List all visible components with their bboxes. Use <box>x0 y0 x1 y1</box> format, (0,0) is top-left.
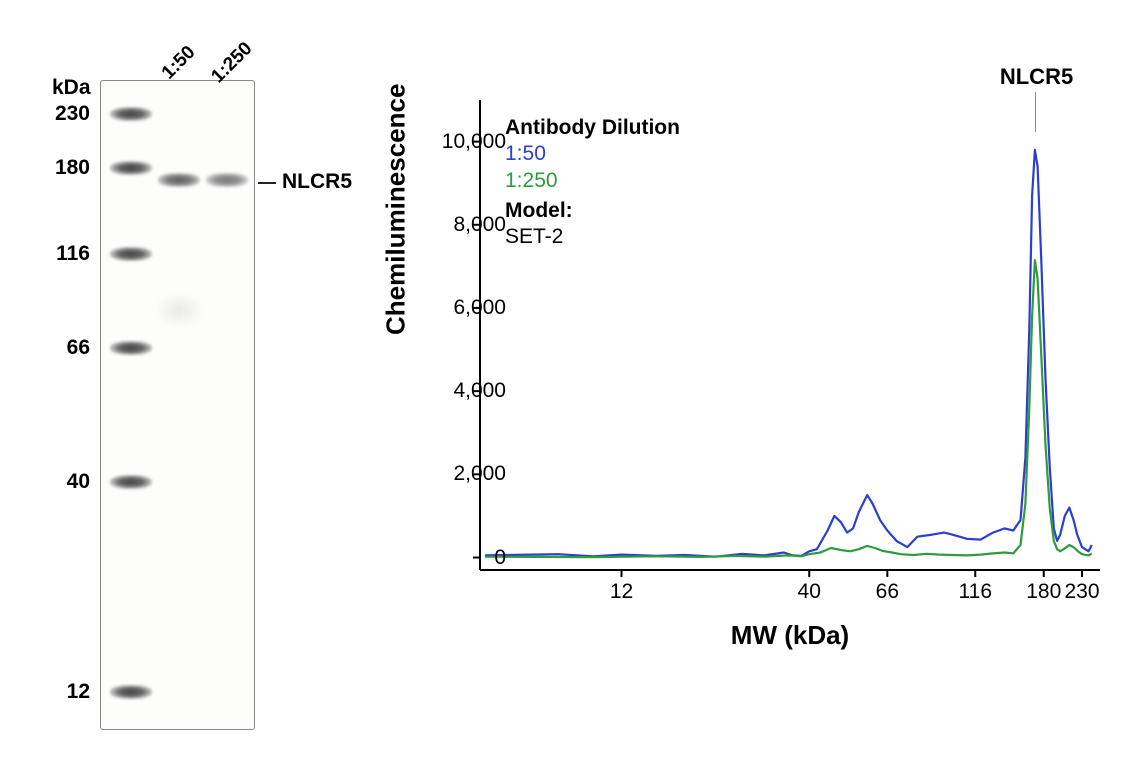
legend-item-2: 1:250 <box>505 168 680 194</box>
sample-band <box>206 173 248 187</box>
peak-label: NLCR5 <box>1000 64 1073 90</box>
legend-model-value: SET-2 <box>505 224 680 250</box>
mw-tick-label: 116 <box>56 242 90 266</box>
target-pointer <box>258 182 276 184</box>
faint-smear <box>158 295 200 325</box>
y-tick-label: 2,000 <box>453 462 506 486</box>
x-axis-title: MW (kDa) <box>480 620 1100 651</box>
mw-tick-label: 66 <box>67 336 90 360</box>
peak-marker-line <box>1035 92 1036 132</box>
target-label: NLCR5 <box>282 170 352 194</box>
sample-band <box>158 173 200 187</box>
legend-model-title: Model: <box>505 198 680 224</box>
y-tick-label: 8,000 <box>453 213 506 237</box>
legend-title: Antibody Dilution <box>505 115 680 141</box>
x-tick-label: 230 <box>1064 580 1099 604</box>
ladder-band <box>110 685 152 699</box>
legend-item-1: 1:50 <box>505 141 680 167</box>
y-tick-label: 0 <box>494 546 506 570</box>
lane-header-1: 1:50 <box>158 42 200 84</box>
x-tick-label: 12 <box>610 580 633 604</box>
ladder-band <box>110 341 152 355</box>
x-tick-label: 116 <box>959 580 992 604</box>
mw-tick-label: 40 <box>67 470 90 494</box>
chart-panel: Chemiluminescence NLCR5 Antibody Dilutio… <box>350 0 1141 768</box>
mw-tick-label: 230 <box>55 102 90 126</box>
ladder-band <box>110 161 152 175</box>
y-tick-label: 6,000 <box>453 296 506 320</box>
gel-unit-label: kDa <box>52 76 91 100</box>
y-axis-title: Chemiluminescence <box>381 84 412 335</box>
x-tick-label: 180 <box>1026 580 1061 604</box>
gel-panel: kDa 1:50 1:250 NLCR5 230180116664012 <box>30 10 350 750</box>
mw-tick-label: 180 <box>55 156 90 180</box>
chart-legend: Antibody Dilution 1:50 1:250 Model: SET-… <box>505 115 680 250</box>
x-tick-label: 40 <box>798 580 821 604</box>
y-tick-label: 10,000 <box>442 130 506 154</box>
ladder-band <box>110 107 152 121</box>
ladder-band <box>110 475 152 489</box>
mw-tick-label: 12 <box>67 680 90 704</box>
ladder-band <box>110 247 152 261</box>
y-tick-label: 4,000 <box>453 379 506 403</box>
x-tick-label: 66 <box>876 580 899 604</box>
